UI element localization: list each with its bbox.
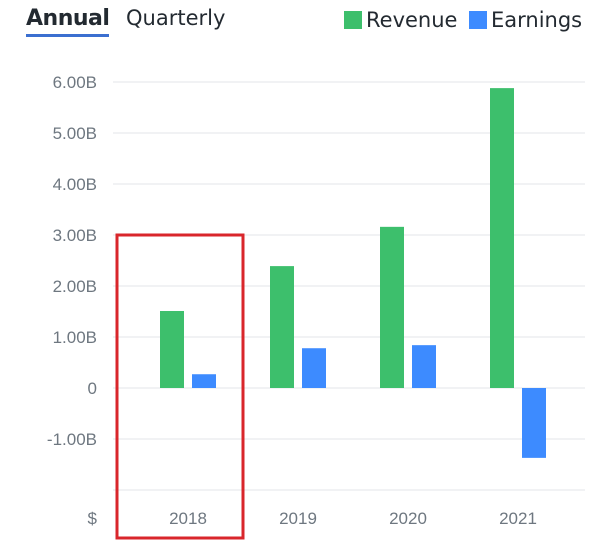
bar-earnings-2020 <box>412 345 436 388</box>
highlight-box <box>115 233 245 540</box>
tab-annual[interactable]: Annual <box>26 6 110 37</box>
y-tick-label: 5.00B <box>53 124 97 143</box>
legend-label-earnings: Earnings <box>491 8 583 32</box>
y-tick-label: 4.00B <box>53 175 97 194</box>
legend-label-revenue: Revenue <box>366 8 458 32</box>
bar-earnings-2019 <box>302 348 326 388</box>
y-tick-label: 2.00B <box>53 277 97 296</box>
bar-earnings-2021 <box>522 388 546 458</box>
legend-earnings: Earnings <box>469 8 582 32</box>
y-tick-label: 0 <box>88 379 97 398</box>
tab-quarterly[interactable]: Quarterly <box>126 6 226 30</box>
bar-earnings-2018 <box>192 374 216 388</box>
bar-revenue-2021 <box>490 88 514 389</box>
bar-revenue-2018 <box>160 310 184 388</box>
bar-revenue-2020 <box>380 226 404 388</box>
x-tick-label: 2021 <box>499 509 537 528</box>
y-tick-label: 6.00B <box>53 73 97 92</box>
x-tick-label: 2018 <box>169 509 207 528</box>
legend-swatch-revenue <box>344 11 362 29</box>
x-tick-label: 2019 <box>279 509 317 528</box>
y-tick-label: 3.00B <box>53 226 97 245</box>
legend-swatch-earnings <box>469 11 487 29</box>
x-tick-label: 2020 <box>389 509 427 528</box>
bar-revenue-2019 <box>270 266 294 388</box>
unit-label: $ <box>88 509 98 528</box>
legend-revenue: Revenue <box>344 8 457 32</box>
y-tick-label: 1.00B <box>53 328 97 347</box>
y-tick-label: -1.00B <box>47 430 97 449</box>
